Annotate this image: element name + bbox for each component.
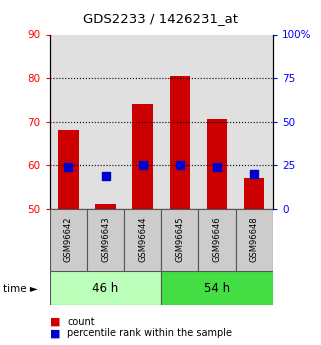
Point xyxy=(66,164,71,170)
Bar xyxy=(236,34,273,209)
Text: GSM96646: GSM96646 xyxy=(213,216,221,262)
Bar xyxy=(207,119,227,209)
Text: GSM96644: GSM96644 xyxy=(138,216,147,262)
Text: ■: ■ xyxy=(50,317,60,326)
Bar xyxy=(133,104,153,209)
Bar xyxy=(50,209,87,271)
Text: count: count xyxy=(67,317,95,326)
Bar xyxy=(236,209,273,271)
Bar xyxy=(124,209,161,271)
Text: GSM96642: GSM96642 xyxy=(64,216,73,262)
Bar xyxy=(170,76,190,209)
Point xyxy=(103,173,108,178)
Text: GDS2233 / 1426231_at: GDS2233 / 1426231_at xyxy=(83,12,238,25)
Text: time ►: time ► xyxy=(3,284,38,294)
Bar xyxy=(95,204,116,209)
Bar xyxy=(50,34,87,209)
Text: 54 h: 54 h xyxy=(204,282,230,295)
Text: GSM96643: GSM96643 xyxy=(101,216,110,262)
Point xyxy=(177,162,182,168)
Bar xyxy=(161,209,198,271)
Bar xyxy=(124,34,161,209)
Bar xyxy=(161,271,273,305)
Bar xyxy=(87,209,124,271)
Bar xyxy=(198,34,236,209)
Bar xyxy=(198,209,236,271)
Bar xyxy=(58,130,79,209)
Text: percentile rank within the sample: percentile rank within the sample xyxy=(67,328,232,338)
Point xyxy=(252,171,257,177)
Bar xyxy=(244,178,265,209)
Bar xyxy=(161,34,198,209)
Point xyxy=(140,162,145,168)
Text: GSM96648: GSM96648 xyxy=(250,216,259,262)
Point xyxy=(214,164,220,170)
Bar xyxy=(87,34,124,209)
Bar xyxy=(50,271,161,305)
Text: 46 h: 46 h xyxy=(92,282,119,295)
Text: ■: ■ xyxy=(50,328,60,338)
Text: GSM96645: GSM96645 xyxy=(175,216,184,262)
